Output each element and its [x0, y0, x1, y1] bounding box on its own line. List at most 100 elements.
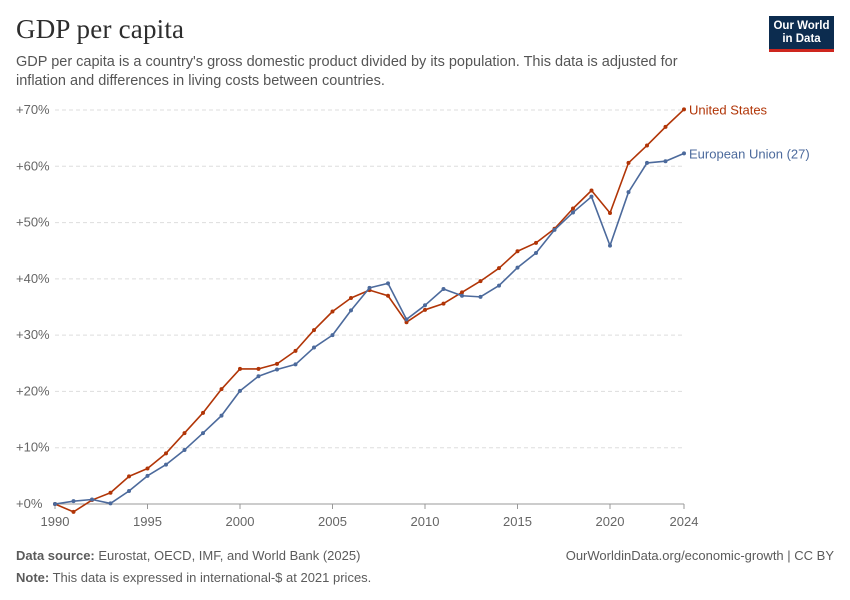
data-point-us[interactable] [682, 107, 686, 112]
chart-note: Note: This data is expressed in internat… [16, 570, 371, 585]
data-point-eu[interactable] [682, 151, 686, 156]
chart-subtitle: GDP per capita is a country's gross dome… [16, 54, 678, 89]
owid-logo[interactable]: Our World in Data [769, 16, 834, 52]
data-point-us[interactable] [238, 366, 242, 371]
series-label-eu[interactable]: European Union (27) [689, 146, 810, 161]
data-point-eu[interactable] [497, 283, 501, 288]
data-point-us[interactable] [330, 309, 335, 314]
data-point-us[interactable] [293, 348, 298, 353]
y-tick-label: +50% [16, 215, 50, 230]
data-point-eu[interactable] [404, 317, 409, 322]
data-point-eu[interactable] [367, 285, 372, 290]
data-point-us[interactable] [164, 451, 168, 456]
data-point-eu[interactable] [145, 473, 150, 478]
axis-layer: +0% +10% +20% +30% +40% +50% +60% +70% 1990 1995 2… [16, 102, 698, 529]
y-tick-label: +20% [16, 383, 50, 398]
data-point-eu[interactable] [71, 499, 76, 504]
data-point-eu[interactable] [515, 265, 520, 270]
logo-line-1: Our World [773, 20, 830, 32]
series-layer [53, 107, 686, 514]
data-point-us[interactable] [275, 361, 279, 366]
data-point-us[interactable] [423, 307, 427, 312]
data-point-eu[interactable] [645, 160, 649, 165]
data-point-us[interactable] [219, 387, 224, 392]
data-point-eu[interactable] [608, 243, 612, 248]
data-point-eu[interactable] [571, 210, 575, 215]
data-point-eu[interactable] [312, 345, 316, 350]
y-tick-label: +70% [16, 102, 50, 117]
data-point-eu[interactable] [534, 250, 538, 255]
series-line-us[interactable] [54, 108, 685, 513]
x-tick-label: 2024 [670, 514, 699, 529]
data-point-eu[interactable] [460, 293, 464, 298]
data-point-eu[interactable] [256, 374, 261, 379]
data-point-us[interactable] [108, 490, 113, 495]
y-tick-label: +0% [16, 496, 43, 511]
data-point-us[interactable] [645, 143, 649, 148]
x-tick-label: 1995 [133, 514, 162, 529]
x-tick-label: 2000 [226, 514, 255, 529]
data-point-eu[interactable] [275, 367, 279, 372]
data-point-eu[interactable] [201, 431, 205, 436]
data-point-us[interactable] [497, 266, 501, 271]
data-point-us[interactable] [182, 431, 187, 436]
data-point-eu[interactable] [478, 294, 483, 299]
attribution-link[interactable]: OurWorldinData.org/economic-growth | CC … [565, 548, 834, 563]
data-point-eu[interactable] [90, 497, 94, 502]
series-line-eu[interactable] [54, 152, 685, 505]
data-point-us[interactable] [478, 279, 483, 284]
data-point-us[interactable] [571, 206, 575, 211]
data-point-us[interactable] [145, 466, 150, 471]
data-point-eu[interactable] [663, 159, 668, 164]
data-point-eu[interactable] [330, 333, 335, 338]
data-point-us[interactable] [71, 509, 76, 514]
y-tick-label: +30% [16, 327, 50, 342]
data-source: Data source: Eurostat, OECD, IMF, and Wo… [16, 548, 360, 563]
data-point-us[interactable] [534, 240, 538, 245]
logo-line-2: in Data [782, 33, 821, 45]
data-point-eu[interactable] [219, 413, 224, 418]
y-tick-label: +60% [16, 158, 50, 173]
label-layer: United States European Union (27) [689, 102, 810, 161]
data-point-eu[interactable] [423, 303, 427, 308]
data-point-eu[interactable] [182, 447, 187, 452]
data-point-us[interactable] [663, 124, 668, 129]
data-point-eu[interactable] [441, 286, 446, 291]
data-point-eu[interactable] [53, 502, 57, 506]
note-label: Note: [16, 570, 50, 585]
x-tick-label: 2010 [411, 514, 440, 529]
data-point-eu[interactable] [552, 227, 557, 232]
x-tick-label: 2020 [596, 514, 625, 529]
data-point-us[interactable] [515, 249, 520, 254]
data-point-us[interactable] [256, 366, 261, 371]
data-point-eu[interactable] [386, 281, 390, 286]
chart-title: GDP per capita [16, 14, 185, 44]
data-point-us[interactable] [441, 301, 446, 306]
data-point-us[interactable] [349, 295, 353, 300]
series-label-us[interactable]: United States [689, 102, 768, 117]
x-tick-label: 2015 [503, 514, 532, 529]
data-point-eu[interactable] [589, 194, 594, 199]
data-source-label: Data source: [16, 548, 95, 563]
data-point-us[interactable] [201, 410, 205, 415]
data-point-us[interactable] [608, 211, 612, 216]
data-point-us[interactable] [589, 188, 594, 193]
data-source-text[interactable]: Eurostat, OECD, IMF, and World Bank (202… [98, 548, 361, 563]
data-point-eu[interactable] [349, 308, 353, 313]
data-point-us[interactable] [127, 474, 131, 479]
data-point-us[interactable] [404, 320, 409, 325]
data-point-eu[interactable] [164, 462, 168, 467]
data-point-eu[interactable] [127, 489, 131, 494]
data-point-us[interactable] [460, 290, 464, 295]
x-tick-label: 1990 [41, 514, 70, 529]
data-point-eu[interactable] [293, 362, 298, 367]
y-tick-label: +40% [16, 271, 50, 286]
note-text: This data is expressed in international-… [52, 570, 372, 585]
data-point-us[interactable] [386, 293, 390, 298]
data-point-eu[interactable] [108, 501, 113, 506]
data-point-us[interactable] [312, 328, 316, 333]
data-point-eu[interactable] [238, 388, 242, 393]
data-point-eu[interactable] [626, 190, 631, 195]
data-point-us[interactable] [626, 160, 631, 165]
